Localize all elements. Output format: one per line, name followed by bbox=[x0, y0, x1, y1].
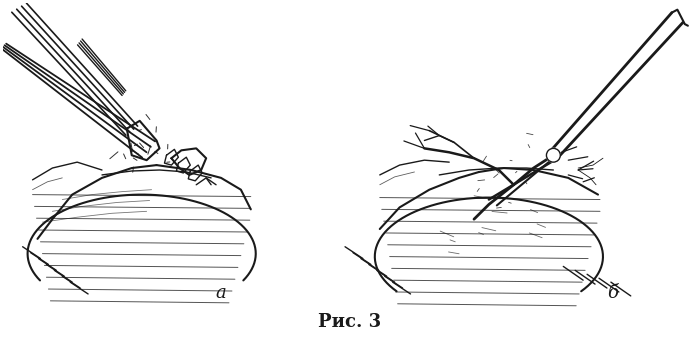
Text: а: а bbox=[216, 284, 226, 302]
Text: Рис. 3: Рис. 3 bbox=[318, 313, 382, 331]
Circle shape bbox=[547, 148, 560, 162]
Text: б: б bbox=[608, 284, 618, 302]
